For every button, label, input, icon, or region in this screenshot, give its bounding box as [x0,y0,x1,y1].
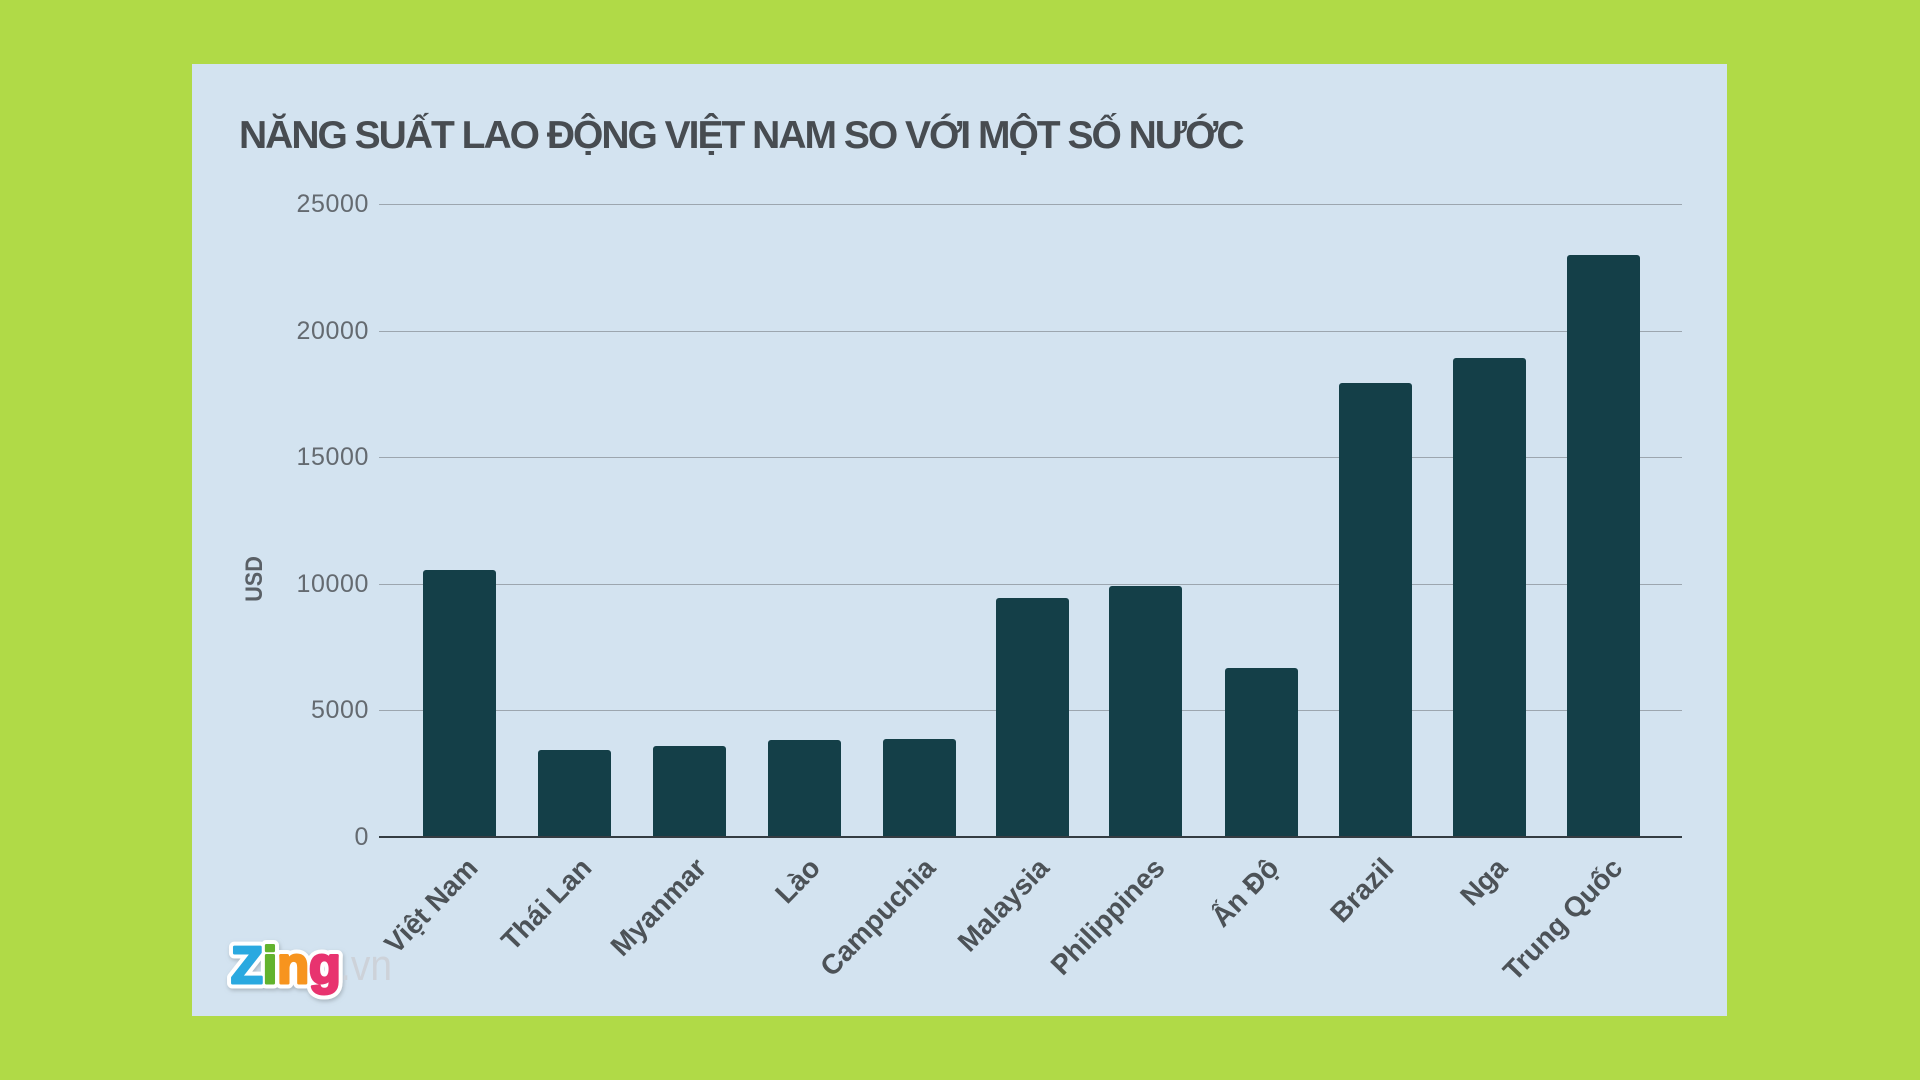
svg-text:Zing: Zing [231,937,341,995]
svg-text:.vn: .vn [340,941,392,990]
svg-text:Zing: Zing [231,937,341,995]
